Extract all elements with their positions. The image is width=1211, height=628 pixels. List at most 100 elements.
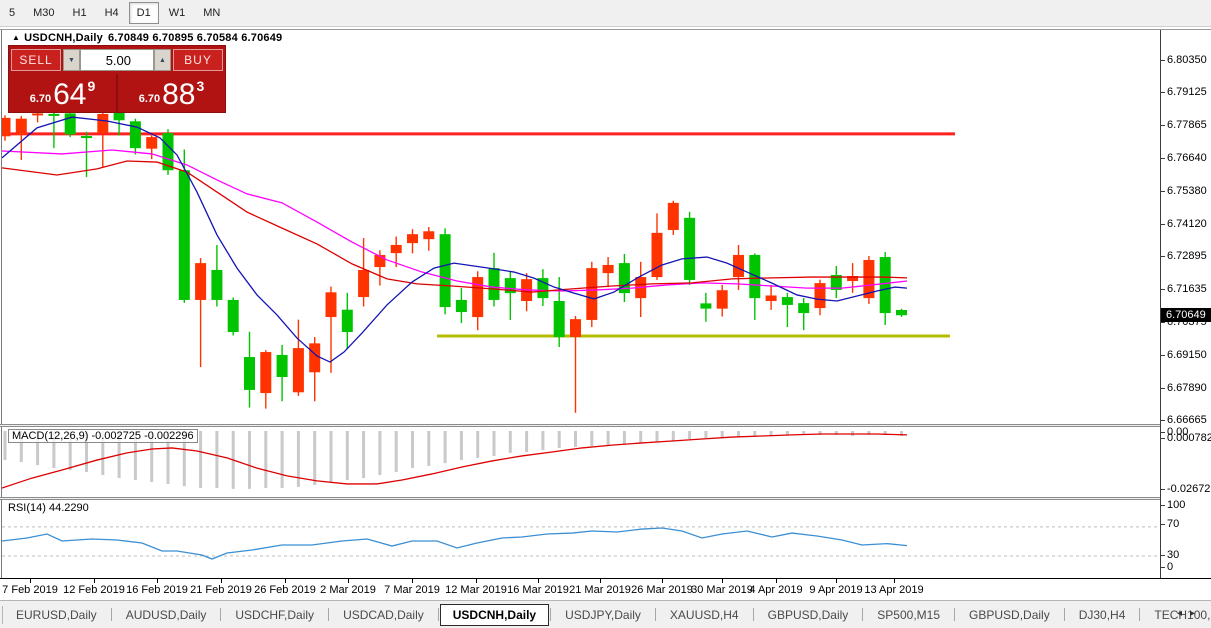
buy-price-prefix: 6.70 (138, 93, 161, 105)
tab-tech100-h1[interactable]: TECH100,H1 (1154, 607, 1211, 622)
volume-input[interactable]: 5.00 (80, 49, 154, 71)
date-tick (30, 579, 31, 583)
tab-separator (328, 608, 330, 621)
price-axis-label: 6.67890 (1167, 382, 1207, 394)
buy-price[interactable]: 6.70 88 3 (116, 74, 225, 112)
date-label: 7 Feb 2019 (2, 584, 58, 596)
date-tick (722, 579, 723, 583)
rsi-indicator-panel[interactable] (2, 500, 1160, 577)
tab-usdcad-daily[interactable]: USDCAD,Daily (343, 607, 424, 622)
date-label: 21 Feb 2019 (190, 584, 252, 596)
timeframe-button-5[interactable]: 5 (9, 7, 16, 19)
date-label: 13 Apr 2019 (864, 584, 924, 596)
timeframe-button-mn[interactable]: MN (203, 7, 221, 19)
price-axis-label: 6.79125 (1167, 86, 1207, 98)
tab-separator (752, 608, 754, 621)
sell-price[interactable]: 6.70 64 9 (9, 74, 116, 112)
macd-axis-label: 0.000782 (1167, 432, 1211, 444)
down-arrow-icon: ▼ (68, 56, 75, 64)
timeframe-button-d1[interactable]: D1 (128, 2, 159, 24)
tab-gbpusd-daily[interactable]: GBPUSD,Daily (969, 607, 1050, 622)
price-axis-label: 6.71635 (1167, 283, 1207, 295)
date-label: 16 Mar 2019 (507, 584, 569, 596)
axis-tick (1161, 92, 1165, 93)
date-tick (776, 579, 777, 583)
date-tick (662, 579, 663, 583)
price-axis-label: 6.76640 (1167, 152, 1207, 164)
axis-tick (1161, 256, 1165, 257)
axis-tick (1161, 60, 1165, 61)
axis-tick (1161, 224, 1165, 225)
chart-symbol-label: USDCNH,Daily (24, 32, 103, 44)
panel-splitter-macd[interactable] (0, 424, 1160, 427)
buy-button[interactable]: BUY (173, 49, 223, 71)
date-label: 2 Mar 2019 (320, 584, 376, 596)
tab-strip-stub (2, 605, 3, 624)
tab-separator (1063, 608, 1065, 621)
macd-axis-label: 0.00 (1167, 426, 1189, 438)
tab-separator (220, 608, 222, 621)
axis-tick (1161, 420, 1165, 421)
timeframe-button-h4[interactable]: H4 (104, 7, 119, 19)
trade-panel-controls: SELL ▼ 5.00 ▲ BUY (9, 46, 225, 74)
panel-splitter-rsi[interactable] (0, 497, 1160, 500)
date-tick (285, 579, 286, 583)
price-axis-label: 6.66665 (1167, 414, 1207, 426)
tab-eurusd-daily[interactable]: EURUSD,Daily (16, 607, 97, 622)
sell-button[interactable]: SELL (11, 49, 61, 71)
date-label: 4 Apr 2019 (749, 584, 803, 596)
tab-separator (1139, 608, 1141, 621)
one-click-trade-panel: SELL ▼ 5.00 ▲ BUY 6.70 64 9 6.70 88 3 (8, 45, 226, 113)
date-label: 26 Mar 2019 (631, 584, 693, 596)
date-tick (836, 579, 837, 583)
date-label: 30 Mar 2019 (691, 584, 753, 596)
price-axis-label: 6.74120 (1167, 218, 1207, 230)
price-axis[interactable]: 6.80350 6.79125 6.77865 6.76640 6.75380 6.741… (1160, 30, 1211, 578)
sell-price-prefix: 6.70 (29, 93, 52, 105)
axis-tick (1161, 388, 1165, 389)
chart-tab-bar: EURUSD,Daily AUDUSD,Daily USDCHF,Daily USDC… (0, 600, 1211, 628)
tab-dj30-h4[interactable]: DJ30,H4 (1078, 607, 1126, 622)
volume-spinner: ▼ 5.00 ▲ (63, 49, 171, 71)
axis-tick (1161, 355, 1165, 356)
tab-scroll-arrows[interactable]: ◂▸ (1176, 608, 1203, 619)
trade-panel-prices: 6.70 64 9 6.70 88 3 (9, 74, 225, 112)
axis-tick (1161, 505, 1165, 506)
tab-sp500-m15[interactable]: SP500,M15 (877, 607, 941, 622)
date-tick (157, 579, 158, 583)
buy-price-pip: 3 (196, 78, 205, 94)
tab-xauusd-h4[interactable]: XAUUSD,H4 (669, 607, 739, 622)
axis-tick (1161, 524, 1165, 525)
date-tick (600, 579, 601, 583)
date-label: 7 Mar 2019 (384, 584, 440, 596)
date-label: 26 Feb 2019 (254, 584, 316, 596)
chart-title: ▲ USDCNH,Daily 6.70849 6.70895 6.70584 6.7… (12, 32, 282, 44)
tab-usdjpy-daily[interactable]: USDJPY,Daily (565, 607, 641, 622)
tab-separator (110, 608, 112, 621)
tab-separator (654, 608, 656, 621)
sell-price-pip: 9 (87, 78, 96, 94)
window-top-border (0, 29, 1211, 30)
volume-up-button[interactable]: ▲ (154, 49, 171, 71)
tab-gbpusd-daily[interactable]: GBPUSD,Daily (767, 607, 849, 622)
timeframe-button-h1[interactable]: H1 (72, 7, 87, 19)
current-price-tag: 6.70649 (1161, 308, 1211, 322)
tab-audusd-daily[interactable]: AUDUSD,Daily (125, 607, 207, 622)
up-arrow-icon: ▲ (159, 56, 166, 64)
axis-tick (1161, 438, 1165, 439)
axis-tick (1161, 125, 1165, 126)
rsi-axis-label: 0 (1167, 561, 1174, 573)
timeframe-button-m30[interactable]: M30 (33, 7, 55, 19)
timeframe-button-w1[interactable]: W1 (168, 7, 186, 19)
date-axis[interactable]: 7 Feb 2019 12 Feb 2019 16 Feb 2019 21 Feb 2… (0, 578, 1211, 600)
volume-down-button[interactable]: ▼ (63, 49, 80, 71)
macd-label: MACD(12,26,9) -0.002725 -0.002296 (8, 429, 198, 443)
rsi-axis-label: 100 (1167, 499, 1186, 511)
date-label: 9 Apr 2019 (809, 584, 863, 596)
timeframe-toolbar: 5 M30 H1 H4 D1 W1 MN (0, 0, 1211, 27)
tab-usdcnh-daily[interactable]: USDCNH,Daily (439, 603, 550, 626)
date-tick (94, 579, 95, 583)
tab-usdchf-daily[interactable]: USDCHF,Daily (235, 607, 315, 622)
collapse-arrow-icon[interactable]: ▲ (12, 33, 21, 42)
